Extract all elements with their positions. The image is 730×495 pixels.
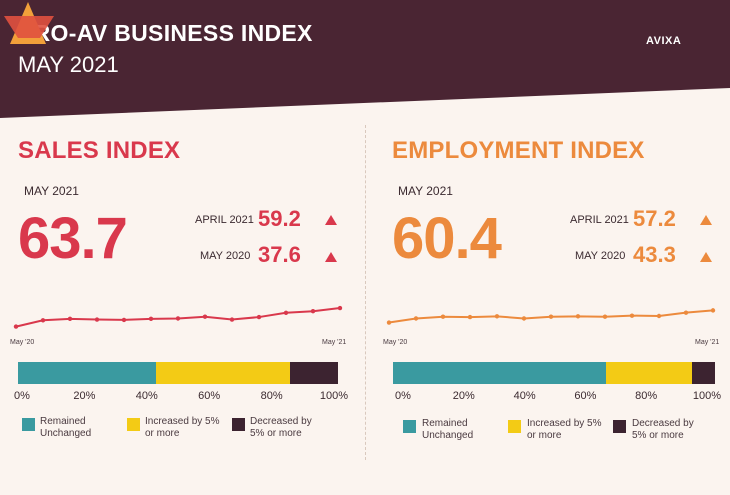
sales-trend-point	[229, 317, 235, 322]
sales-trend-point	[202, 314, 208, 319]
report-date: MAY 2021	[18, 52, 119, 77]
employment-axis-start-label: May '20	[383, 339, 407, 346]
employment-index-panel: EMPLOYMENT INDEX MAY 2021 60.4 APRIL 202…	[365, 0, 730, 495]
employment-bar-tick-label: 100%	[692, 390, 722, 402]
employment-bar-tick-label: 40%	[513, 390, 536, 402]
sales-trend-chart: May '20 May '21	[10, 305, 346, 346]
employment-trend-point	[467, 314, 473, 320]
sales-index-panel: SALES INDEX MAY 2021 63.7 APRIL 2021 59.…	[10, 137, 349, 439]
employment-current-label: MAY 2021	[398, 184, 453, 198]
employment-response-bar	[393, 362, 715, 384]
employment-bar-tick-label: 80%	[635, 390, 658, 402]
sales-trend-point	[337, 305, 343, 311]
legend-swatch-increased	[508, 420, 521, 433]
sales-compare-value-1: 59.2	[258, 206, 301, 231]
avixa-logo-icon	[4, 2, 54, 44]
sales-response-bar	[18, 362, 338, 384]
employment-bar-segment-increased	[605, 362, 693, 384]
employment-bar-tick-label: 60%	[574, 390, 597, 402]
employment-trend-point	[548, 314, 554, 319]
employment-trend-point	[494, 314, 500, 319]
sales-bar-tick-label: 0%	[14, 390, 30, 402]
sales-trend-point	[256, 314, 262, 320]
legend-swatch-remained	[22, 418, 35, 431]
employment-trend-point	[413, 316, 419, 321]
legend-label-increased: Increased by 5% or more	[527, 418, 602, 441]
header-background	[0, 0, 730, 118]
legend-label-decreased: Decreased by 5% or more	[250, 416, 312, 439]
panel-divider	[365, 125, 366, 460]
legend-swatch-decreased	[232, 418, 245, 431]
employment-up-arrow-icon	[700, 215, 712, 225]
employment-bar-tick-label: 20%	[452, 390, 475, 402]
sales-bar-tick-label: 40%	[135, 390, 158, 402]
sales-up-arrow-icon	[325, 215, 337, 225]
sales-trend-point	[121, 317, 127, 323]
employment-trend-point	[575, 314, 581, 319]
employment-trend-point	[440, 314, 446, 319]
report-title: PRO-AV BUSINESS INDEX	[18, 20, 313, 46]
sales-up-arrow-icon	[325, 252, 337, 262]
employment-compare-label-1: APRIL 2021	[570, 214, 629, 226]
sales-trend-point	[13, 324, 19, 329]
sales-bar-tick-label: 100%	[319, 390, 349, 402]
employment-trend-point	[386, 320, 392, 325]
header-banner: PRO-AV BUSINESS INDEX MAY 2021 AVIXA	[0, 0, 730, 120]
sales-compare-label-2: MAY 2020	[200, 250, 251, 262]
sales-bar-segment-increased	[155, 362, 290, 384]
legend-label-increased: Increased by 5% or more	[145, 416, 220, 439]
employment-trend-chart: May '20 May '21	[383, 308, 719, 346]
sales-bar-tick-label: 60%	[198, 390, 221, 402]
employment-index-title: EMPLOYMENT INDEX	[392, 137, 645, 164]
employment-trend-point	[710, 308, 716, 313]
sales-trend-point	[310, 309, 316, 314]
employment-trend-point	[683, 310, 689, 315]
legend-label-decreased: Decreased by 5% or more	[632, 418, 694, 441]
employment-compare-value-1: 57.2	[633, 206, 676, 231]
employment-current-value: 60.4	[392, 206, 502, 271]
employment-bar-segment-decreased	[692, 362, 715, 384]
sales-trend-point	[40, 318, 46, 323]
sales-bar-tick-label: 20%	[73, 390, 96, 402]
employment-up-arrow-icon	[700, 252, 712, 262]
employment-compare-label-2: MAY 2020	[575, 250, 626, 262]
sales-trend-point	[94, 317, 100, 322]
sales-bar-segment-remained	[18, 362, 156, 384]
employment-axis-end-label: May '21	[695, 339, 719, 346]
sales-axis-end-label: May '21	[322, 339, 346, 346]
sales-trend-point	[283, 310, 289, 315]
avixa-logo-text: AVIXA	[646, 35, 682, 47]
employment-trend-point	[602, 314, 608, 319]
sales-current-value: 63.7	[18, 206, 128, 271]
sales-index-title: SALES INDEX	[18, 137, 181, 164]
legend-swatch-decreased	[613, 420, 626, 433]
sales-bar-tick-label: 80%	[260, 390, 283, 402]
legend-swatch-remained	[403, 420, 416, 433]
employment-trend-point	[656, 313, 662, 319]
sales-bar-segment-decreased	[289, 362, 338, 384]
employment-bar-tick-label: 0%	[395, 390, 411, 402]
sales-trend-point	[148, 316, 154, 322]
employment-bar-segment-remained	[393, 362, 606, 384]
employment-trend-point	[629, 313, 635, 318]
sales-trend-point	[175, 316, 181, 321]
employment-compare-value-2: 43.3	[633, 242, 676, 267]
sales-current-label: MAY 2021	[24, 184, 79, 198]
legend-label-remained: Remained Unchanged	[422, 418, 474, 441]
legend-label-remained: Remained Unchanged	[40, 416, 92, 439]
sales-compare-value-2: 37.6	[258, 242, 301, 267]
sales-trend-point	[67, 316, 73, 322]
sales-axis-start-label: May '20	[10, 339, 34, 346]
sales-compare-label-1: APRIL 2021	[195, 214, 254, 226]
employment-trend-point	[521, 316, 527, 321]
legend-swatch-increased	[127, 418, 140, 431]
